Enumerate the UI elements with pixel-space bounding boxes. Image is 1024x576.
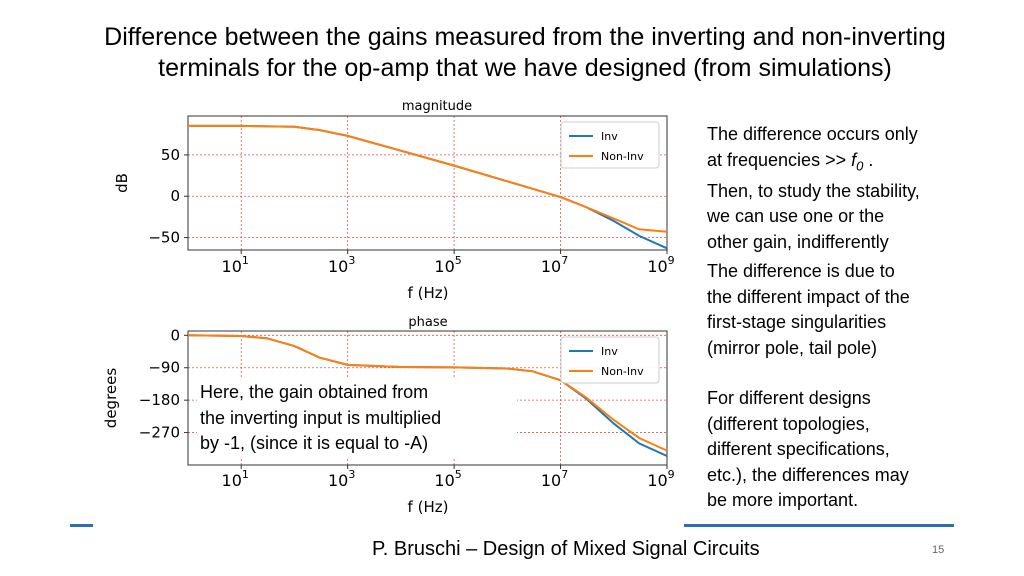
side-text-1-line-3: Then, to study the stability, bbox=[707, 180, 920, 201]
phase-xtick-exp-2: 5 bbox=[455, 468, 462, 481]
magnitude-ytick-label-0: 50 bbox=[161, 146, 180, 164]
side-text-1-line-2-post: . bbox=[863, 149, 874, 170]
magnitude-ytick-label-2: −50 bbox=[148, 229, 180, 247]
magnitude-xtick-label-0: 101 bbox=[222, 254, 249, 276]
magnitude-ylabel: dB bbox=[113, 173, 131, 193]
magnitude-legend-label-0: Inv bbox=[601, 130, 618, 143]
phase-series-non-inv bbox=[187, 334, 668, 452]
side-text-3-line-5: be more important. bbox=[707, 490, 859, 510]
note-line-2: the inverting input is multiplied bbox=[200, 407, 442, 428]
side-text-1-line-5: other gain, indifferently bbox=[707, 231, 889, 252]
page-number: 15 bbox=[932, 544, 945, 556]
f0-symbol: f bbox=[851, 149, 857, 170]
phase-ytick-label-3: −270 bbox=[139, 424, 180, 442]
footer-credit: P. Bruschi – Design of Mixed Signal Circ… bbox=[372, 538, 760, 560]
side-text-2-line-3: first-stage singularities bbox=[707, 312, 887, 332]
phase-ytick-label-2: −180 bbox=[139, 391, 180, 409]
magnitude-chart: 101 103 105 107 109 50 0 −50 magnitude f (Hz) dB In… bbox=[113, 99, 675, 302]
footer-rule-right bbox=[684, 524, 954, 527]
side-text-1-line-1: The difference occurs only bbox=[707, 124, 918, 144]
phase-xtick-exp-3: 7 bbox=[561, 468, 568, 481]
slide-title-line-2: terminals for the op-amp that we have de… bbox=[158, 54, 892, 82]
phase-legend-label-0: Inv bbox=[601, 345, 618, 358]
phase-xtick-label-3: 107 bbox=[541, 468, 568, 490]
phase-xlabel: f (Hz) bbox=[408, 498, 449, 516]
magnitude-xtick-label-4: 109 bbox=[647, 254, 674, 276]
side-text-2-line-4: (mirror pole, tail pole) bbox=[707, 337, 878, 358]
phase-ytick-label-1: −90 bbox=[148, 359, 180, 377]
phase-xtick-exp-0: 1 bbox=[242, 468, 249, 481]
magnitude-xtick-label-1: 103 bbox=[328, 254, 355, 276]
phase-xtick-label-4: 109 bbox=[647, 468, 674, 490]
side-text-1-line-2-pre: at frequencies >> bbox=[707, 149, 852, 170]
phase-xtick-exp-1: 3 bbox=[348, 468, 355, 481]
magnitude-title: magnitude bbox=[402, 99, 472, 114]
magnitude-legend: Inv Non-Inv bbox=[560, 121, 660, 169]
f0-subscript: 0 bbox=[856, 158, 864, 174]
phase-title: phase bbox=[408, 315, 447, 330]
side-text-block-2: The difference is due to the different i… bbox=[707, 259, 977, 361]
magnitude-series-non-inv bbox=[188, 124, 668, 233]
magnitude-xtick-exp-1: 3 bbox=[348, 254, 355, 267]
slide-title: Difference between the gains measured fr… bbox=[40, 22, 1010, 84]
phase-xtick-label-0: 101 bbox=[222, 468, 249, 490]
phase-xtick-exp-4: 9 bbox=[668, 468, 675, 481]
footer-rule-left bbox=[70, 524, 93, 527]
plot-annotation-note: Here, the gain obtained from the inverti… bbox=[197, 378, 517, 459]
phase-legend: Inv Non-Inv bbox=[560, 336, 660, 384]
note-line-3: by -1, (since it is equal to -A) bbox=[200, 433, 429, 453]
side-text-block-1: The difference occurs only at frequencie… bbox=[707, 122, 977, 255]
phase-xtick-label-1: 103 bbox=[328, 468, 355, 490]
phase-xtick-label-2: 105 bbox=[434, 468, 461, 490]
side-text-3-line-2: (different topologies, bbox=[707, 413, 870, 434]
phase-ylabel: degrees bbox=[102, 368, 120, 429]
side-text-3-line-4: etc.), the differences may bbox=[707, 464, 909, 485]
magnitude-xtick-exp-0: 1 bbox=[242, 254, 249, 267]
side-text-2-line-2: the different impact of the bbox=[707, 286, 910, 307]
magnitude-legend-label-1: Non-Inv bbox=[601, 150, 644, 163]
magnitude-ytick-label-1: 0 bbox=[170, 187, 180, 205]
magnitude-xlabel: f (Hz) bbox=[408, 284, 449, 302]
side-text-2-line-1: The difference is due to bbox=[707, 261, 895, 281]
phase-frame bbox=[187, 330, 668, 466]
side-text-block-3: For different designs (different topolog… bbox=[707, 386, 977, 514]
magnitude-xtick-exp-4: 9 bbox=[668, 254, 675, 267]
side-text-1-line-2: at frequencies >> f0 . bbox=[707, 148, 977, 179]
magnitude-frame bbox=[187, 115, 668, 251]
magnitude-xtick-exp-2: 5 bbox=[455, 254, 462, 267]
magnitude-xtick-label-3: 107 bbox=[541, 254, 568, 276]
magnitude-xtick-label-2: 105 bbox=[434, 254, 461, 276]
slide-title-line-1: Difference between the gains measured fr… bbox=[104, 23, 946, 51]
note-line-1: Here, the gain obtained from bbox=[200, 382, 429, 402]
side-text-1-line-4: we can use one or the bbox=[707, 206, 885, 227]
magnitude-xtick-exp-3: 7 bbox=[561, 254, 568, 267]
phase-legend-label-1: Non-Inv bbox=[601, 365, 644, 378]
phase-ytick-label-0: 0 bbox=[170, 326, 180, 344]
side-text-3-line-3: different specifications, bbox=[707, 439, 890, 459]
side-text-3-line-1: For different designs bbox=[707, 388, 871, 408]
phase-chart: 101 103 105 107 109 0 −90 −180 −270 phase f (Hz) de… bbox=[102, 315, 675, 516]
